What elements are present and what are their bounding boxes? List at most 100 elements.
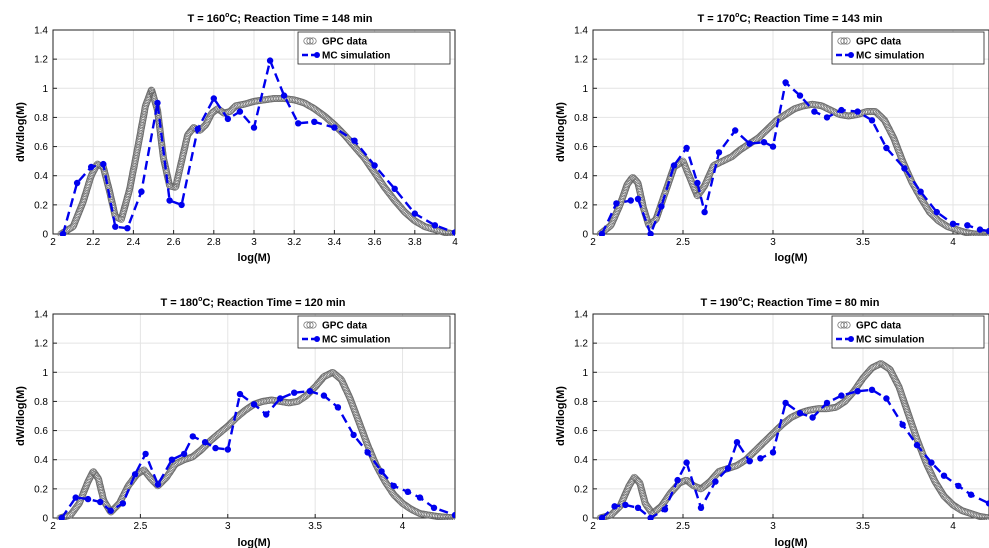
y-tick-label: 0: [582, 514, 588, 525]
gpc-data-point: [623, 181, 631, 189]
mc-simulation-point: [868, 117, 876, 124]
gpc-data-point: [876, 360, 884, 368]
y-tick-label: 0.6: [34, 142, 48, 153]
x-axis-label: log(M): [775, 252, 808, 264]
gpc-data-point: [171, 183, 179, 191]
gpc-data-point: [697, 485, 705, 493]
gpc-data-point: [836, 401, 844, 409]
mc-simulation-point: [378, 468, 385, 475]
mc-simulation-point: [782, 79, 789, 86]
mc-simulation-point: [166, 197, 173, 204]
x-tick-label: 2.5: [676, 237, 690, 248]
gpc-data-point: [784, 415, 793, 424]
gpc-data-point: [644, 503, 652, 511]
gpc-data-point: [645, 504, 653, 512]
mc-simulation-point: [647, 230, 654, 236]
gpc-data-point: [371, 169, 379, 177]
legend-mc-marker: [848, 52, 854, 58]
gpc-data-point: [622, 489, 630, 497]
gpc-data-point: [309, 104, 317, 112]
mc-simulation-point: [746, 458, 753, 465]
chart-title-main: T = 160: [187, 13, 225, 25]
legend-gpc-label: GPC data: [322, 37, 367, 48]
gpc-data-point: [372, 171, 380, 179]
gpc-data-point: [208, 109, 216, 117]
mc-simulation-point: [838, 392, 845, 399]
y-tick-label: 0.4: [574, 171, 588, 182]
chart-panel-1: 0 0.2 0.4 0.6 0.8 1 1.2 1.4 2 2.2 2.4 2.6 2.8 3 3.2 3.4…: [15, 12, 458, 264]
chart-title-rest: C; Reaction Time = 143 min: [739, 13, 882, 25]
legend-box: [297, 315, 451, 349]
chart-panel-3: 0 0.2 0.4 0.6 0.8 1 1.2 1.4 2 2.5 3 3.5 4 T = 180oC; …: [15, 296, 456, 548]
legend-mc-label: MC simulation: [856, 335, 924, 346]
mc-simulation-point: [180, 450, 188, 458]
plot-area-frame: [52, 313, 456, 519]
mc-simulation-point: [913, 441, 921, 449]
y-tick-label: 0.6: [34, 426, 48, 437]
gpc-data-point: [948, 500, 956, 508]
mc-simulation-point: [712, 478, 719, 485]
chart-title: T = 170oC; Reaction Time = 143 min: [697, 12, 882, 25]
mc-simulation-point: [391, 185, 398, 192]
chart-title-superscript: o: [198, 296, 202, 303]
mc-simulation-point: [670, 162, 678, 169]
mc-simulation-point: [964, 222, 971, 229]
y-tick-label: 0.2: [574, 200, 588, 211]
legend-gpc-marker: [837, 37, 845, 45]
mc-simulation-point: [451, 229, 455, 236]
legend-gpc-marker: [843, 321, 851, 329]
legend-gpc-marker: [843, 37, 851, 45]
gpc-data-point: [735, 147, 743, 155]
gpc-data-point: [217, 107, 225, 115]
mc-simulation-point: [201, 439, 209, 446]
chart-title-superscript: o: [738, 296, 742, 303]
legend-mc-marker: [848, 336, 854, 342]
gpc-data-point: [327, 369, 335, 377]
gpc-data-point: [73, 502, 81, 510]
legend-box: [831, 31, 985, 65]
gpc-data-point: [92, 472, 100, 480]
mc-simulation-point: [320, 392, 328, 399]
gpc-data-point: [627, 175, 635, 183]
y-tick-label: 0.8: [34, 397, 48, 408]
mc-simulation-point: [724, 465, 732, 472]
mc-simulation-point: [295, 120, 302, 127]
legend-gpc-marker: [840, 321, 848, 329]
mc-simulation-point: [131, 471, 139, 478]
mc-simulation-point: [451, 511, 455, 519]
y-tick-label: 0: [42, 230, 48, 241]
mc-simulation-point: [901, 165, 908, 172]
gpc-data-point: [383, 480, 391, 489]
mc-simulation-point: [917, 188, 924, 195]
y-tick-label: 0.8: [34, 113, 48, 124]
x-tick-label: 2.5: [676, 521, 690, 532]
mc-simulation-point: [928, 459, 935, 466]
mc-simulation-point: [598, 230, 606, 236]
gpc-data-point: [402, 502, 410, 510]
mc-simulation-point: [967, 491, 975, 498]
mc-simulation-point: [154, 481, 162, 488]
mc-simulation-point: [613, 200, 620, 207]
mc-simulation-point: [112, 223, 119, 230]
gpc-data-point: [318, 374, 327, 382]
mc-simulation-point: [823, 114, 831, 121]
y-tick-label: 0.2: [34, 200, 48, 211]
gpc-data-point: [241, 406, 249, 415]
mc-simulation-point: [694, 179, 701, 187]
gpc-data-point: [703, 175, 712, 183]
gpc-data-point: [377, 178, 385, 186]
gpc-data-point: [90, 469, 98, 477]
chart-panel-2: 0 0.2 0.4 0.6 0.8 1 1.2 1.4 2 2.5 3 3.5 4 T = 170oC; …: [555, 12, 989, 264]
chart-title-superscript: o: [735, 12, 739, 19]
mc-simulation-point: [782, 399, 789, 407]
gpc-data-point: [313, 107, 321, 115]
mc-simulation-point: [701, 208, 708, 216]
mc-simulation-line: [61, 59, 455, 235]
x-tick-label: 3: [770, 237, 776, 248]
mc-simulation-point: [674, 476, 681, 484]
x-tick-label: 4: [452, 237, 458, 248]
gpc-data-point: [360, 154, 369, 162]
plot-series-group: [57, 57, 455, 236]
mc-simulation-point: [854, 108, 861, 115]
legend-gpc-label: GPC data: [856, 37, 901, 48]
